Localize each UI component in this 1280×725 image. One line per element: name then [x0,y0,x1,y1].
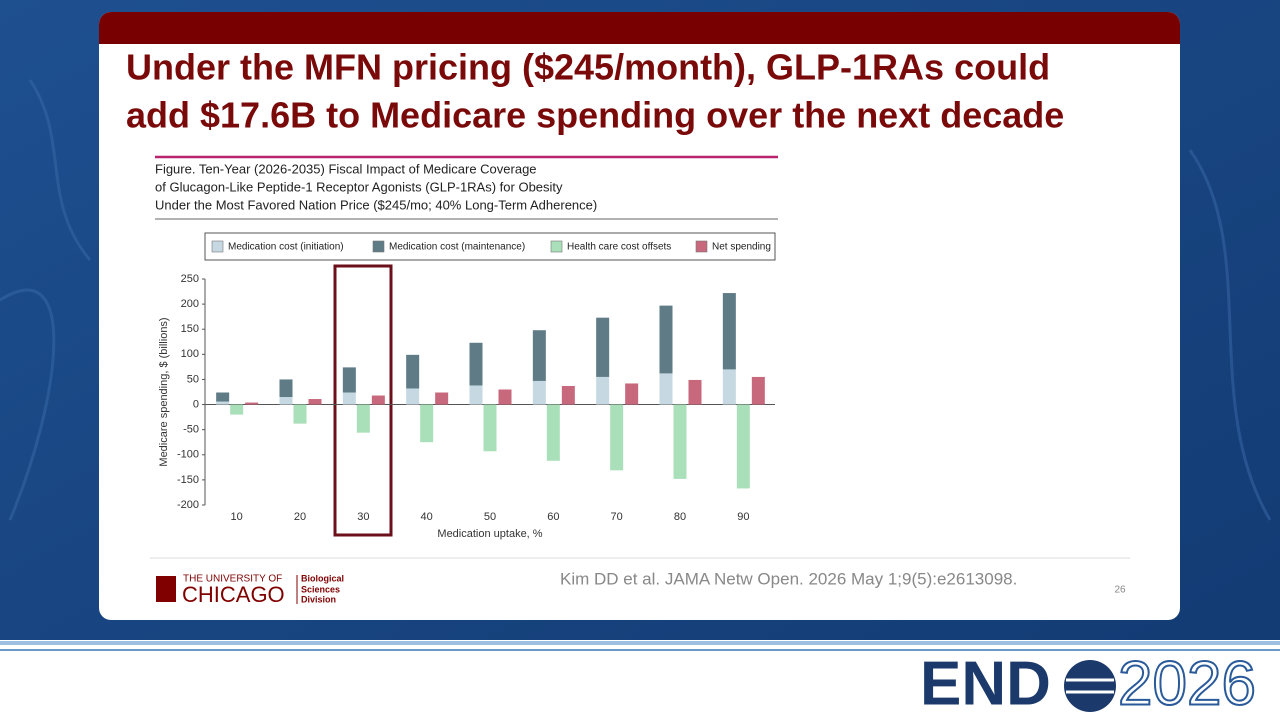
legend-swatch [550,240,563,253]
bar [342,367,356,393]
bar [546,404,560,461]
legend-label: Net spending [712,242,771,253]
logo-text: Sciences [301,584,340,594]
y-tick-label: 0 [193,398,199,410]
figure-caption: Under the Most Favored Nation Price ($24… [155,197,597,212]
x-tick-label: 80 [674,511,686,523]
figure-caption: Figure. Ten-Year (2026-2035) Fiscal Impa… [155,161,537,176]
y-tick-label: -150 [177,474,199,486]
logo-text: CHICAGO [182,582,285,607]
bar [673,404,687,479]
legend-swatch [211,240,224,253]
legend-box [204,232,776,261]
slide-card [99,12,1180,620]
x-tick-label: 30 [357,511,369,523]
shield [156,576,176,602]
bar [293,404,307,424]
legend-swatch [372,240,385,253]
slide-title: Under the MFN pricing ($245/month), GLP-… [126,47,1050,88]
x-tick-label: 20 [294,511,306,523]
legend-swatch [695,240,708,253]
logo-text: THE UNIVERSITY OF [183,574,282,585]
logo-text: END [920,649,1051,718]
citation: Kim DD et al. JAMA Netw Open. 2026 May 1… [560,569,1017,588]
x-tick-label: 40 [421,511,433,523]
logo-text: 2026 [1118,649,1256,718]
y-tick-label: -200 [177,499,199,511]
globe [1064,660,1116,712]
legend-label: Health care cost offsets [567,242,671,253]
bar [659,373,673,405]
bar [688,379,702,405]
bar [736,404,750,489]
figure-caption: of Glucagon-Like Peptide-1 Receptor Agon… [155,179,563,194]
y-axis-label: Medicare spending, $ (billions) [158,317,170,466]
bar [469,385,483,405]
legend-label: Medication cost (initiation) [228,242,344,253]
bar [406,354,420,389]
logo-text: Biological [301,573,344,583]
event-logo: END 2026 [920,648,1257,719]
bar [625,383,639,405]
y-tick-label: 150 [181,323,199,335]
page-number: 26 [1114,585,1126,596]
bar [406,388,420,405]
y-tick-label: 200 [181,298,199,310]
bar [532,380,546,405]
bar [722,293,736,370]
x-tick-label: 60 [547,511,559,523]
bar [308,399,322,405]
bar [469,342,483,386]
globe-lines [1066,678,1114,694]
bar [751,376,765,405]
bar [659,305,673,374]
bar [532,330,546,381]
bar [561,385,575,405]
bar [230,404,244,415]
bar [216,392,230,402]
bar [596,376,610,405]
y-tick-label: 250 [181,273,199,285]
bar [356,404,370,433]
x-axis-label: Medication uptake, % [437,528,542,540]
y-tick-label: 50 [187,373,199,385]
bar [420,404,434,443]
legend-label: Medication cost (maintenance) [389,242,525,253]
logo-text: Division [301,594,336,604]
bar [610,404,624,471]
x-tick-label: 50 [484,511,496,523]
header-bar [99,12,1180,44]
highlight-box [333,264,393,537]
bar [279,397,293,405]
bar [342,392,356,405]
bar [498,389,512,405]
y-tick-label: 100 [181,348,199,360]
x-tick-label: 70 [611,511,623,523]
background-texture [0,79,1272,521]
bar [483,404,497,452]
bar [216,401,230,405]
bar [279,379,293,398]
x-tick-label: 90 [737,511,749,523]
bar [245,402,259,405]
y-tick-label: -50 [183,424,199,436]
university-logo: THE UNIVERSITY OF CHICAGO Biological Sci… [156,573,344,607]
bar [435,392,449,405]
bar [596,317,610,377]
slide-title: add $17.6B to Medicare spending over the… [126,95,1064,136]
bar [371,395,385,405]
y-tick-label: -100 [177,449,199,461]
chart: Figure. Ten-Year (2026-2035) Fiscal Impa… [155,155,778,540]
bar [722,369,736,405]
x-tick-label: 10 [231,511,243,523]
